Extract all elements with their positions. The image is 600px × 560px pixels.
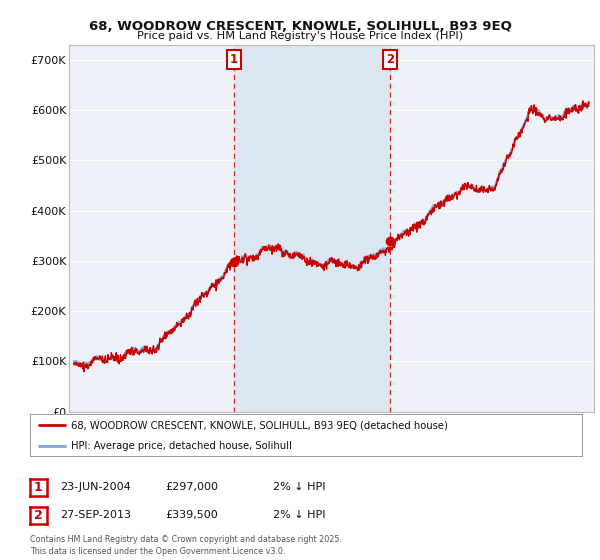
Text: 1: 1 bbox=[230, 53, 238, 66]
Text: 2: 2 bbox=[34, 508, 43, 522]
Text: 2: 2 bbox=[386, 53, 394, 66]
Text: £297,000: £297,000 bbox=[165, 482, 218, 492]
Text: 2% ↓ HPI: 2% ↓ HPI bbox=[273, 510, 325, 520]
Text: HPI: Average price, detached house, Solihull: HPI: Average price, detached house, Soli… bbox=[71, 441, 292, 451]
Text: £339,500: £339,500 bbox=[165, 510, 218, 520]
Text: 1: 1 bbox=[34, 480, 43, 494]
Text: 68, WOODROW CRESCENT, KNOWLE, SOLIHULL, B93 9EQ (detached house): 68, WOODROW CRESCENT, KNOWLE, SOLIHULL, … bbox=[71, 421, 448, 430]
Text: 23-JUN-2004: 23-JUN-2004 bbox=[60, 482, 131, 492]
Text: 2% ↓ HPI: 2% ↓ HPI bbox=[273, 482, 325, 492]
Text: 68, WOODROW CRESCENT, KNOWLE, SOLIHULL, B93 9EQ: 68, WOODROW CRESCENT, KNOWLE, SOLIHULL, … bbox=[89, 20, 511, 32]
Bar bbox=[234, 45, 391, 412]
Text: 27-SEP-2013: 27-SEP-2013 bbox=[60, 510, 131, 520]
Text: Contains HM Land Registry data © Crown copyright and database right 2025.
This d: Contains HM Land Registry data © Crown c… bbox=[30, 535, 342, 556]
Text: Price paid vs. HM Land Registry's House Price Index (HPI): Price paid vs. HM Land Registry's House … bbox=[137, 31, 463, 41]
